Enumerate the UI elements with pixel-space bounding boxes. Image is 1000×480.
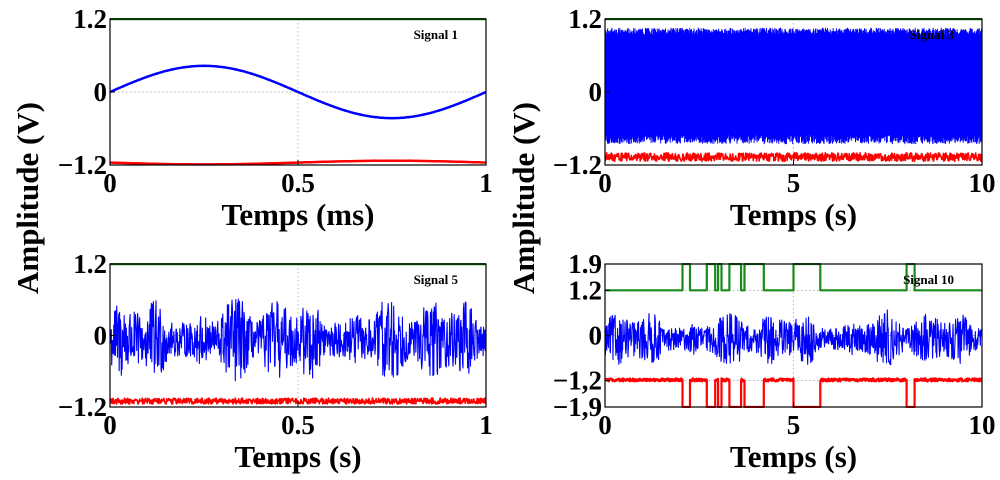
y-tick-label: 1.2 bbox=[568, 4, 602, 34]
x-tick-label: 5 bbox=[787, 410, 801, 440]
x-axis-label: Temps (ms) bbox=[221, 197, 374, 232]
series-red-line bbox=[110, 397, 486, 405]
signal-title: Signal 1 bbox=[414, 27, 458, 42]
y-tick-label: 0 bbox=[589, 321, 603, 351]
y-axis-label-right: Amplitude (V) bbox=[506, 102, 541, 294]
x-tick-label: 1 bbox=[479, 410, 493, 440]
x-tick-label: 1 bbox=[479, 168, 493, 198]
series-blue-line bbox=[605, 309, 982, 366]
series-green-line bbox=[605, 263, 982, 292]
x-axis-label: Temps (s) bbox=[730, 439, 857, 474]
x-tick-label: 0.5 bbox=[281, 410, 315, 440]
y-tick-label: 1.2 bbox=[73, 4, 107, 34]
y-tick-label: −1,9 bbox=[553, 392, 602, 422]
x-tick-label: 0 bbox=[598, 410, 612, 440]
y-tick-label: 0 bbox=[94, 321, 108, 351]
y-axis-label-left: Amplitude (V) bbox=[10, 102, 45, 294]
x-tick-label: 0 bbox=[103, 168, 117, 198]
y-tick-label: 0 bbox=[589, 77, 603, 107]
series-red-line bbox=[605, 152, 982, 163]
signal-title: Signal 5 bbox=[414, 272, 459, 287]
y-tick-label: 1.2 bbox=[568, 275, 602, 305]
signal-title: Signal 3 bbox=[910, 27, 955, 42]
plot-area bbox=[605, 263, 982, 408]
y-tick-label: −1,2 bbox=[553, 366, 602, 396]
y-tick-label: −1.2 bbox=[58, 392, 107, 422]
x-tick-label: 5 bbox=[787, 168, 801, 198]
chart-panel-4: 0 5 10 −1,9−1,2 0 1.21.9 Temps (s) Signal 10 bbox=[553, 249, 996, 474]
x-axis-label: Temps (s) bbox=[234, 439, 361, 474]
y-tick-label: −1.2 bbox=[58, 150, 107, 180]
series-red-line bbox=[605, 377, 982, 408]
series-blue-line bbox=[110, 298, 486, 382]
series-blue-line bbox=[605, 27, 982, 145]
x-tick-label: 0 bbox=[103, 410, 117, 440]
x-axis-label: Temps (s) bbox=[730, 197, 857, 232]
x-tick-label: 0.5 bbox=[281, 168, 315, 198]
x-tick-label: 10 bbox=[969, 168, 996, 198]
series-blue-line bbox=[110, 64, 486, 120]
y-tick-label: 1.9 bbox=[568, 249, 602, 279]
signal-title: Signal 10 bbox=[903, 272, 954, 287]
y-tick-label: 0 bbox=[94, 77, 108, 107]
y-tick-label: −1.2 bbox=[553, 150, 602, 180]
x-tick-label: 0 bbox=[598, 168, 612, 198]
y-tick-label: 1.2 bbox=[73, 249, 107, 279]
x-tick-label: 10 bbox=[969, 410, 996, 440]
